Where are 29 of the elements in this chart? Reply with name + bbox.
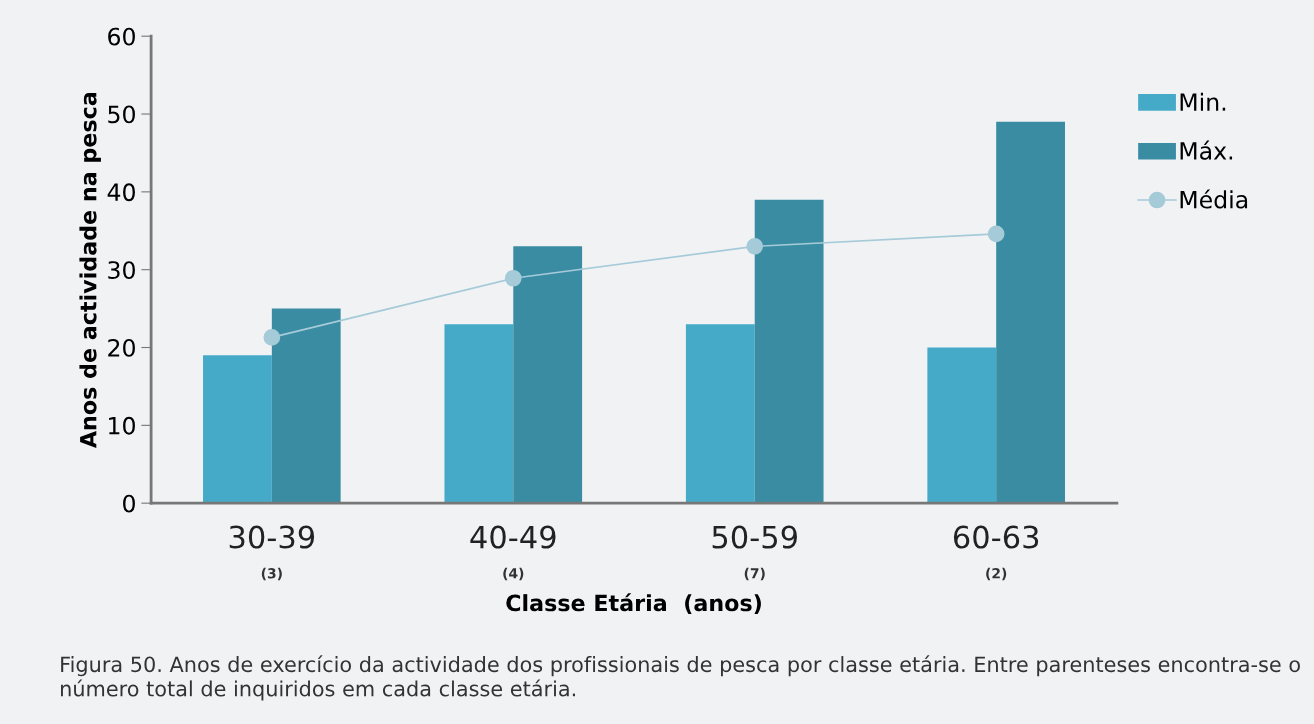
bar [444,324,514,504]
x-axis-title: Classe Etária (anos) [506,593,761,614]
x-tick-label: 40-49 (4) [470,525,556,581]
y-tick-label: 10 [109,416,135,435]
bar [754,199,824,504]
y-axis-title: Anos de actividade na pesca [79,92,101,449]
y-tick-label: 20 [108,338,135,357]
x-tick-label: 30-39 (3) [229,525,315,581]
y-tick-label: 0 [123,494,135,513]
legend-label: Min. [1180,92,1226,111]
x-tick-label: 50-59 (7) [712,525,797,581]
legend-label: Média [1180,189,1248,209]
bar [271,308,341,504]
y-tick-label: 30 [108,261,135,279]
point [263,329,281,346]
legend-label: Máx. [1180,140,1233,160]
point [504,269,522,287]
y-tick-label: 40 [107,183,135,202]
point [746,238,764,255]
y-tick-label: 60 [108,27,135,46]
bar [996,121,1065,504]
point [987,225,1005,243]
bar [513,246,583,504]
x-tick-label: 60-63 (2) [953,525,1039,581]
bar [927,347,997,504]
bar [685,324,755,504]
text: Figura 50. Anos de exercício da actividade dos profissionais de pesca por classe etária. Entre parenteses encontra-se o número total de inquiridos em cada classe etária. [61,655,1300,701]
y-tick-label: 50 [108,105,135,124]
bar [203,355,272,504]
